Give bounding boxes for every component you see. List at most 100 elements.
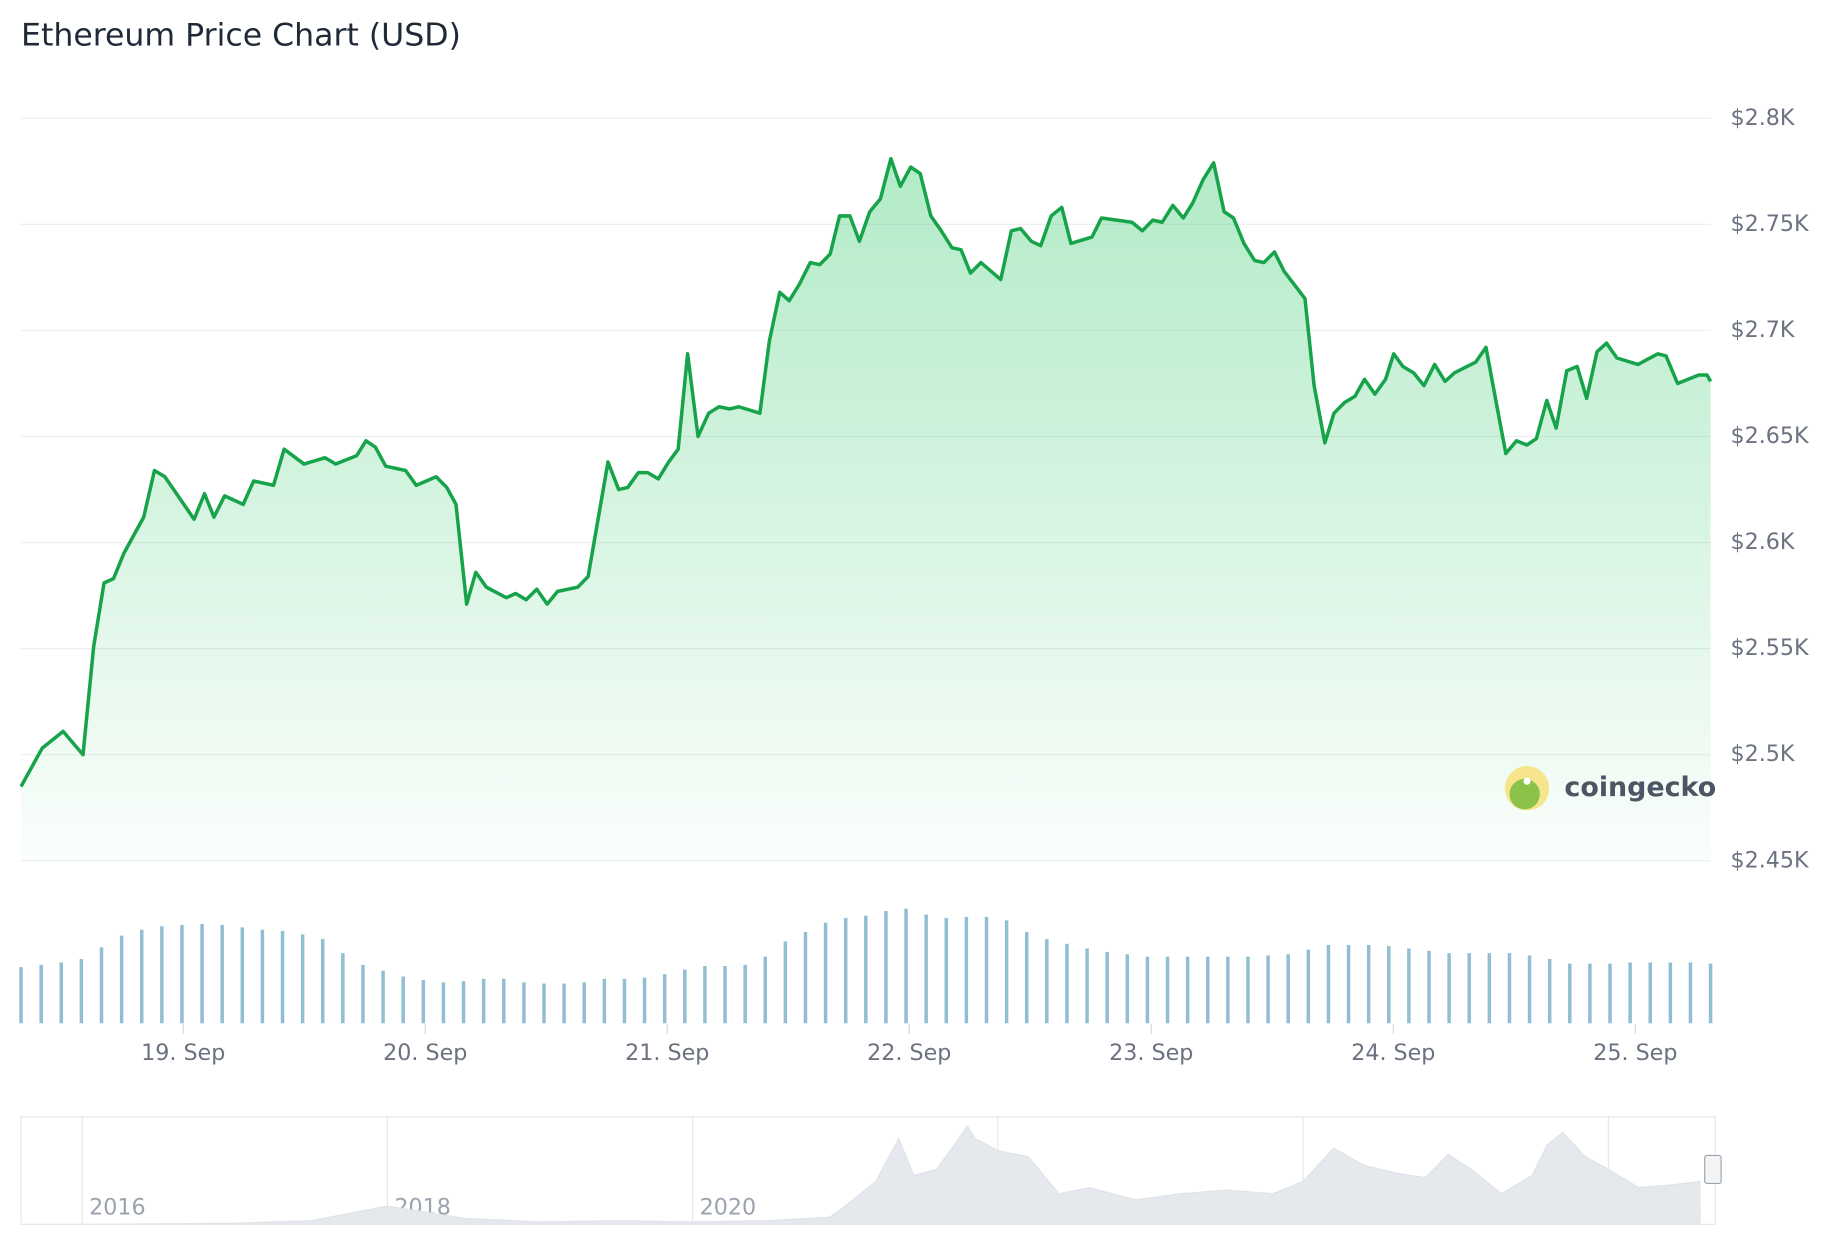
- volume-bar: [1105, 951, 1109, 1024]
- navigator-handle[interactable]: [1704, 1154, 1722, 1185]
- volume-bar: [582, 982, 586, 1024]
- volume-bar: [1427, 950, 1431, 1024]
- y-tick-label: $2.45K: [1730, 847, 1810, 873]
- watermark-text: coingecko: [1564, 772, 1716, 803]
- volume-bar: [1467, 953, 1471, 1024]
- volume-bar: [461, 981, 466, 1024]
- x-tick-label: 21. Sep: [625, 1040, 709, 1066]
- volume-bar: [884, 911, 888, 1024]
- volume-bar: [1628, 962, 1632, 1024]
- volume-bar: [1165, 956, 1170, 1024]
- volume-bar: [1326, 944, 1331, 1024]
- volume-bar: [1547, 958, 1552, 1024]
- volume-bar: [1346, 944, 1351, 1024]
- volume-bar: [1366, 944, 1371, 1024]
- volume-bar: [703, 966, 707, 1024]
- volume-bar: [59, 962, 64, 1024]
- volume-bar: [522, 982, 526, 1024]
- volume-bar: [441, 982, 446, 1024]
- volume-bar: [361, 964, 365, 1024]
- y-tick-label: $2.55K: [1730, 635, 1810, 661]
- y-tick-label: $2.65K: [1730, 423, 1810, 449]
- y-tick-label: $2.75K: [1730, 211, 1810, 237]
- volume-bar: [1568, 963, 1572, 1024]
- volume-bar: [662, 974, 667, 1024]
- volume-bar: [421, 980, 426, 1024]
- volume-bar: [401, 976, 405, 1024]
- logo-eye: [1523, 777, 1531, 785]
- volume-bar: [1205, 956, 1210, 1024]
- volume-bar: [803, 932, 808, 1024]
- volume-bar: [1266, 955, 1270, 1024]
- volume-bar: [984, 916, 989, 1024]
- volume-bar: [300, 934, 305, 1024]
- volume-bar: [39, 964, 43, 1024]
- x-tick-label: 23. Sep: [1109, 1040, 1193, 1066]
- volume-bar: [1447, 953, 1451, 1024]
- navigator-tick-label: 2016: [89, 1195, 146, 1221]
- volume-bar: [1527, 955, 1532, 1024]
- volume-bar: [542, 983, 546, 1024]
- x-tick-label: 22. Sep: [867, 1040, 951, 1066]
- volume-bar: [1688, 962, 1693, 1024]
- volume-bar: [843, 918, 848, 1024]
- volume-bar: [622, 978, 627, 1024]
- volume-bar: [200, 923, 204, 1024]
- volume-bar: [481, 978, 486, 1024]
- volume-bar: [1387, 946, 1391, 1024]
- volume-bar: [1246, 956, 1250, 1024]
- volume-bar: [1407, 948, 1411, 1024]
- volume-bar: [783, 941, 788, 1024]
- volume-bar: [823, 922, 828, 1024]
- volume-bar: [723, 966, 727, 1024]
- volume-bar: [1668, 962, 1673, 1024]
- volume-bar: [180, 925, 184, 1024]
- volume-bar: [19, 967, 23, 1024]
- volume-bar: [1648, 962, 1652, 1024]
- volume-bar: [1286, 954, 1290, 1024]
- volume-bar: [280, 930, 285, 1024]
- volume-bar: [240, 927, 245, 1024]
- volume-bar: [1306, 949, 1311, 1024]
- volume-bar: [1045, 939, 1049, 1024]
- volume-bar: [763, 956, 768, 1024]
- navigator-tick-label: 2020: [700, 1195, 757, 1221]
- volume-bar: [904, 908, 908, 1024]
- volume-bar: [1185, 956, 1190, 1024]
- volume-bar: [964, 916, 969, 1024]
- volume-bar: [260, 929, 265, 1024]
- volume-bar: [1004, 920, 1009, 1024]
- volume-bar: [320, 939, 325, 1024]
- volume-bar: [1487, 953, 1492, 1024]
- volume-bar: [1085, 948, 1089, 1024]
- volume-bar: [1507, 953, 1512, 1024]
- volume-bar: [99, 947, 104, 1024]
- volume-bar: [864, 915, 868, 1024]
- volume-bar: [1588, 963, 1592, 1024]
- y-tick-label: $2.7K: [1730, 317, 1795, 343]
- x-tick-label: 24. Sep: [1351, 1040, 1435, 1066]
- volume-bar: [1024, 932, 1029, 1024]
- navigator-area: [21, 1125, 1701, 1225]
- volume-bar: [119, 935, 124, 1024]
- volume-bar: [341, 953, 345, 1024]
- volume-bar: [683, 969, 687, 1024]
- volume-bar: [381, 970, 385, 1024]
- volume-bar: [562, 983, 566, 1024]
- volume-bar: [1226, 956, 1230, 1024]
- volume-bar: [79, 958, 84, 1024]
- x-tick-label: 20. Sep: [383, 1040, 467, 1066]
- volume-bar: [160, 926, 164, 1024]
- volume-bar: [502, 978, 506, 1024]
- volume-bar: [1145, 956, 1150, 1024]
- x-tick-label: 19. Sep: [141, 1040, 225, 1066]
- volume-bar: [602, 978, 607, 1024]
- x-tick-label: 25. Sep: [1593, 1040, 1677, 1066]
- watermark: coingecko: [1504, 766, 1716, 811]
- logo-body: [1509, 778, 1540, 810]
- volume-bar: [944, 918, 949, 1024]
- volume-bar: [1125, 954, 1130, 1024]
- volume-bar: [220, 925, 224, 1024]
- y-tick-label: $2.8K: [1730, 105, 1795, 131]
